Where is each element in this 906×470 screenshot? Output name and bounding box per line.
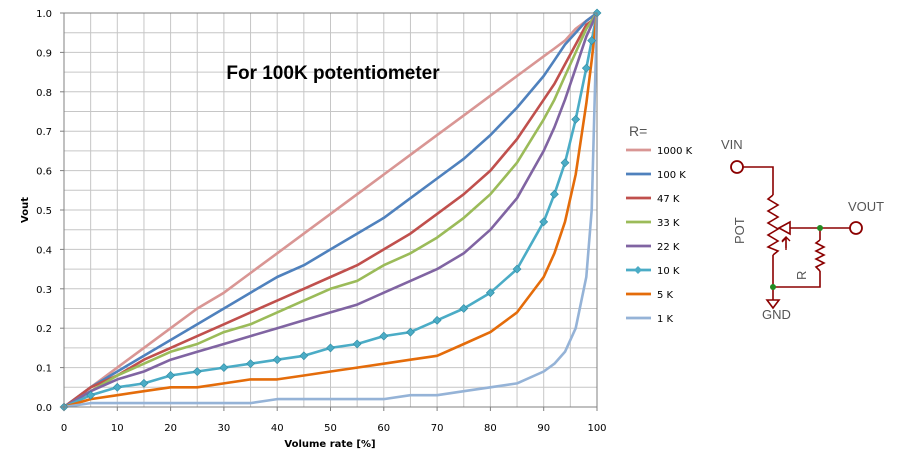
legend-label: 10 K <box>657 266 680 277</box>
legend-title: R= <box>629 123 647 139</box>
r-label: R <box>794 271 809 280</box>
legend-label: 100 K <box>657 170 686 181</box>
x-tick-label: 40 <box>271 423 284 434</box>
data-point-marker <box>192 367 202 376</box>
circuit-schematic: VIN VOUT POT R GND <box>721 137 884 322</box>
y-tick-label: 0.0 <box>36 403 52 414</box>
data-point-marker <box>406 327 415 337</box>
data-point-marker <box>246 359 255 369</box>
y-tick-label: 0.9 <box>36 48 52 59</box>
data-point-marker <box>432 315 442 325</box>
data-point-marker <box>587 36 597 46</box>
resistor-symbol <box>814 239 826 272</box>
vout-terminal <box>849 221 863 235</box>
vout-label: VOUT <box>848 199 884 214</box>
data-point-marker <box>166 371 176 380</box>
series-line-47k <box>63 12 599 409</box>
tick-labels: 0 10 20 30 40 50 60 70 80 90 100 0.0 0.1 0.2 0.3 0.4 0.5… <box>36 9 606 434</box>
legend-label: 5 K <box>657 290 674 301</box>
legend-entry: 100 K <box>626 170 686 181</box>
vin-terminal <box>730 160 744 174</box>
x-tick-label: 70 <box>431 423 444 434</box>
ground-icon <box>765 299 781 310</box>
x-tick-label: 60 <box>377 423 390 434</box>
x-tick-label: 10 <box>111 423 124 434</box>
data-point-marker <box>272 355 282 365</box>
legend-label: 22 K <box>657 242 680 253</box>
data-point-marker <box>459 304 469 313</box>
legend-label: 1000 K <box>657 146 693 157</box>
data-point-marker <box>485 288 495 298</box>
x-tick-label: 30 <box>218 423 231 434</box>
data-point-marker <box>112 382 122 392</box>
data-point-marker <box>219 363 229 373</box>
wiper-arrow-icon <box>777 220 791 236</box>
y-axis-title: Vout <box>20 197 31 223</box>
potentiometer-symbol <box>766 194 780 256</box>
legend-label: 33 K <box>657 218 680 229</box>
y-tick-label: 1.0 <box>36 9 52 20</box>
legend-entry: 1000 K <box>626 146 693 157</box>
legend-marker <box>634 266 642 274</box>
y-tick-label: 0.8 <box>36 88 52 99</box>
data-point-marker <box>560 158 570 168</box>
series-layer <box>59 8 602 412</box>
y-tick-label: 0.7 <box>36 127 52 138</box>
data-point-marker <box>512 264 522 274</box>
pot-label: POT <box>732 217 747 244</box>
y-tick-label: 0.3 <box>36 285 52 296</box>
data-point-marker <box>299 351 309 361</box>
data-point-marker <box>581 63 591 73</box>
series-line-5k <box>63 12 599 409</box>
legend-entry: 33 K <box>626 218 680 229</box>
data-point-marker <box>326 343 335 353</box>
x-tick-label: 80 <box>484 423 497 434</box>
series-line-1000k <box>63 11 598 409</box>
data-point-marker <box>352 339 362 349</box>
data-point-marker <box>549 189 559 199</box>
legend-label: 1 K <box>657 314 674 325</box>
series-line-22k <box>63 12 599 409</box>
y-tick-label: 0.5 <box>36 206 52 217</box>
x-axis-title: Volume rate [%] <box>284 439 375 450</box>
legend-entry: 10 K <box>626 266 680 277</box>
legend-entry: 1 K <box>626 314 674 325</box>
junction-dot <box>817 225 823 231</box>
data-point-marker <box>539 217 549 227</box>
chart-title: For 100K potentiometer <box>226 63 440 84</box>
x-tick-label: 90 <box>537 423 550 434</box>
legend-entry: 47 K <box>626 194 680 205</box>
x-tick-label: 50 <box>324 423 337 434</box>
series-line-33k <box>63 12 599 409</box>
data-point-marker <box>139 378 149 388</box>
legend-label: 47 K <box>657 194 680 205</box>
data-point-marker <box>379 331 389 341</box>
gnd-label: GND <box>762 307 791 322</box>
series-line-100k <box>63 11 598 409</box>
y-tick-label: 0.4 <box>36 245 52 256</box>
legend: R= 1000 K 100 K 47 K 33 K 22 K 10 K 5 K 1 K <box>626 123 693 325</box>
x-tick-label: 20 <box>164 423 177 434</box>
x-tick-label: 0 <box>61 423 67 434</box>
legend-entry: 22 K <box>626 242 680 253</box>
x-tick-label: 100 <box>587 423 606 434</box>
vin-label: VIN <box>721 137 743 152</box>
data-point-marker <box>571 114 581 124</box>
y-tick-label: 0.6 <box>36 167 52 178</box>
y-tick-label: 0.2 <box>36 324 52 335</box>
y-tick-label: 0.1 <box>36 364 52 375</box>
legend-entry: 5 K <box>626 290 674 301</box>
data-point-marker <box>86 390 96 400</box>
series-line-1k <box>63 12 599 409</box>
junction-dot <box>770 284 776 290</box>
